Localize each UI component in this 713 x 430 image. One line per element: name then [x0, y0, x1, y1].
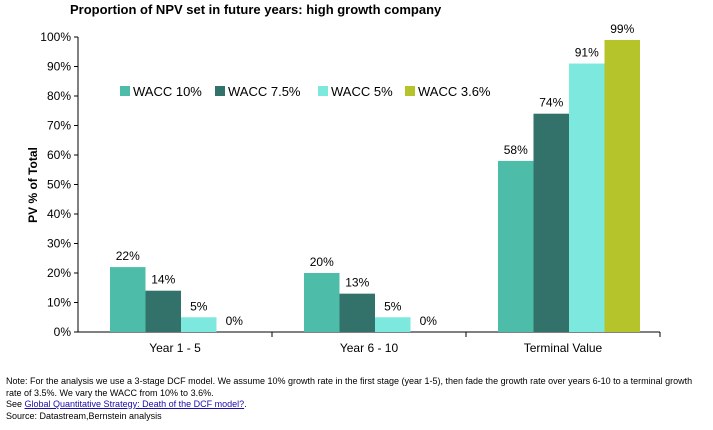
x-tick-label: Terminal Value: [524, 341, 603, 355]
legend-label: WACC 10%: [133, 84, 202, 99]
y-tick-label: 30%: [47, 237, 71, 251]
y-tick-label: 90%: [47, 60, 71, 74]
y-tick-label: 50%: [47, 178, 71, 192]
x-tick-label: Year 1 - 5: [149, 341, 201, 355]
bar: [533, 113, 569, 332]
data-label: 0%: [226, 314, 244, 328]
data-label: 20%: [310, 255, 334, 269]
bar: [145, 290, 181, 332]
y-tick-label: 80%: [47, 89, 71, 103]
bar: [339, 293, 375, 332]
legend-label: WACC 5%: [331, 84, 393, 99]
data-label: 99%: [610, 22, 634, 36]
data-label: 22%: [116, 249, 140, 263]
data-label: 5%: [384, 299, 402, 313]
legend-swatch: [405, 86, 415, 96]
footnote-see: See Global Quantitative Strategy: Death …: [6, 399, 710, 411]
footnote: Note: For the analysis we use a 3-stage …: [6, 376, 710, 422]
data-label: 74%: [539, 96, 563, 110]
legend-swatch: [215, 86, 225, 96]
data-label: 91%: [575, 46, 599, 60]
legend-label: WACC 7.5%: [228, 84, 301, 99]
bar: [375, 317, 411, 332]
bar: [304, 273, 340, 332]
data-label: 14%: [151, 273, 175, 287]
y-tick-label: 10%: [47, 296, 71, 310]
data-label: 5%: [190, 299, 208, 313]
see-prefix: See: [6, 399, 25, 409]
y-tick-label: 20%: [47, 266, 71, 280]
data-label: 0%: [420, 314, 438, 328]
y-tick-label: 0%: [54, 325, 72, 339]
legend-swatch: [318, 86, 328, 96]
y-tick-label: 40%: [47, 207, 71, 221]
y-tick-label: 100%: [40, 30, 71, 44]
footnote-source: Source: Datastream,Bernstein analysis: [6, 410, 162, 421]
bar: [110, 267, 146, 332]
bar: [498, 160, 534, 332]
chart-title: Proportion of NPV set in future years: h…: [70, 2, 442, 17]
legend-label: WACC 3.6%: [418, 84, 491, 99]
bar: [181, 317, 217, 332]
legend-swatch: [120, 86, 130, 96]
bar-chart: 0% 10% 20% 30% 40% 50% 60% 70% 80% 90% 100% Year 1 …: [40, 22, 661, 355]
bar: [569, 63, 605, 333]
bar: [604, 39, 640, 332]
y-tick-label: 70%: [47, 119, 71, 133]
footnote-note: Note: For the analysis we use a 3-stage …: [6, 376, 693, 398]
x-tick-label: Year 6 - 10: [340, 341, 399, 355]
data-label: 13%: [345, 276, 369, 290]
see-suffix: .: [244, 399, 247, 409]
report-link[interactable]: Global Quantitative Strategy: Death of t…: [24, 399, 245, 409]
data-label: 58%: [504, 143, 528, 157]
y-tick-label: 60%: [47, 148, 71, 162]
